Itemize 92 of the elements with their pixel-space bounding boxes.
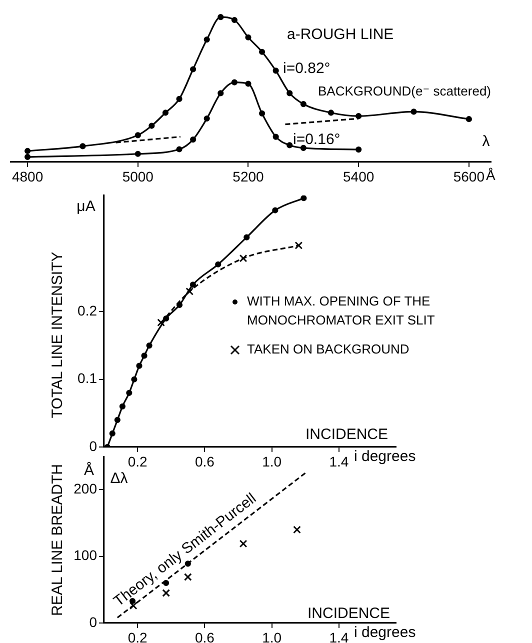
- point: [184, 573, 192, 581]
- point: [300, 100, 306, 108]
- point: [204, 115, 210, 122]
- x-tick-label: 1.4: [329, 453, 349, 470]
- point: [286, 90, 293, 96]
- point: [286, 142, 293, 148]
- point: [293, 526, 301, 534]
- point: [157, 318, 165, 326]
- point: [272, 68, 279, 74]
- point: [245, 80, 252, 87]
- point: [146, 342, 152, 349]
- x-tick-label: 1.4: [329, 629, 349, 643]
- point: [258, 48, 266, 55]
- point: [356, 113, 362, 120]
- x-axis-title: INCIDENCE: [305, 426, 388, 444]
- series-label: i=0.82°: [283, 60, 330, 78]
- point: [24, 148, 31, 154]
- point: [245, 34, 252, 40]
- point: [126, 390, 132, 396]
- annotation: Δλ: [110, 470, 128, 488]
- y-axis-title: TOTAL LINE INTENSITY: [49, 252, 66, 418]
- point: [272, 134, 279, 140]
- point: [231, 79, 238, 86]
- legend-label: WITH MAX. OPENING OF THE MONOCHROMATOR EXIT SLIT: [247, 294, 435, 328]
- point: [131, 376, 138, 382]
- y-tick-label: 0: [89, 614, 98, 630]
- point: [204, 36, 210, 43]
- x-tick-label: 5600: [453, 168, 485, 184]
- point: [141, 352, 148, 359]
- point: [215, 261, 222, 268]
- series-label: i=0.16°: [293, 131, 340, 148]
- point: [176, 302, 183, 308]
- x-tick-label: 0.6: [194, 453, 215, 470]
- point: [356, 146, 362, 153]
- x-tick-label: 0.2: [128, 453, 148, 470]
- point: [272, 207, 278, 214]
- y-tick-label: 200: [74, 480, 98, 497]
- x-tick-label: 5400: [343, 168, 374, 184]
- y-tick-label: 0.2: [78, 302, 98, 319]
- y-tick-label: 100: [74, 547, 98, 564]
- x-tick-label: 0.6: [194, 629, 215, 643]
- point: [466, 116, 472, 122]
- point: [162, 110, 169, 116]
- point: [410, 108, 417, 115]
- point: [231, 16, 238, 24]
- x-tick-label: 1.0: [262, 629, 282, 643]
- legend-label: TAKEN ON BACKGROUND: [247, 342, 410, 357]
- point: [134, 132, 141, 138]
- text: i degrees: [354, 624, 416, 642]
- point: [294, 242, 303, 250]
- point: [328, 110, 334, 116]
- x-axis-title: INCIDENCE: [307, 605, 390, 622]
- x-tick-label: 5200: [232, 168, 264, 184]
- point: [136, 362, 142, 369]
- point: [244, 234, 250, 240]
- point: [119, 403, 126, 410]
- annotation: i degrees: [354, 448, 416, 466]
- point: [134, 150, 141, 157]
- x-tick-label: 1.0: [262, 453, 282, 470]
- annotation: a-ROUGH LINE: [287, 26, 394, 44]
- point: [190, 282, 196, 288]
- x-axis-title: λ: [482, 133, 490, 150]
- point: [109, 430, 116, 437]
- point: [162, 589, 170, 597]
- y-tick-label: 0: [89, 438, 98, 454]
- point: [184, 560, 191, 567]
- annotation: BACKGROUND(e⁻ scattered): [318, 84, 492, 99]
- point: [190, 136, 196, 143]
- y-tick-label: 0.1: [78, 370, 98, 386]
- text: μA: [76, 198, 96, 216]
- x-tick-label: 0.2: [128, 629, 148, 643]
- point: [300, 195, 307, 202]
- point: [148, 122, 155, 129]
- point: [176, 96, 182, 102]
- text: Å: [486, 166, 496, 183]
- point: [176, 146, 182, 152]
- point: [239, 254, 248, 262]
- point: [163, 580, 170, 586]
- y-axis-title: REAL LINE BREADTH: [49, 464, 66, 616]
- point: [218, 14, 224, 20]
- point: [24, 154, 31, 160]
- point: [186, 288, 194, 296]
- point: [163, 315, 170, 322]
- point: [218, 90, 224, 96]
- point: [114, 416, 120, 423]
- text: Å: [84, 461, 94, 480]
- point: [80, 143, 86, 150]
- point: [190, 66, 196, 72]
- point: [300, 144, 306, 151]
- point: [258, 110, 266, 117]
- x-tick-label: 4800: [12, 168, 44, 184]
- x-tick-label: 5000: [122, 168, 154, 184]
